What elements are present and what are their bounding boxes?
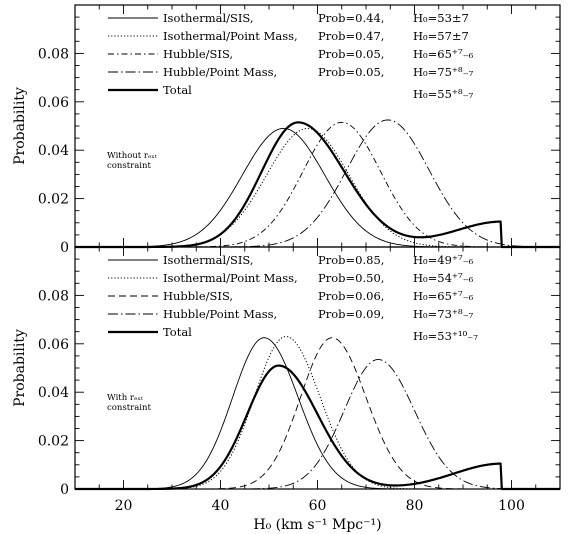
panel-annotation: With rₑₓₜ: [107, 393, 144, 403]
x-axis-label: H₀ (km s⁻¹ Mpc⁻¹): [253, 517, 381, 533]
y-tick-label: 0.08: [38, 288, 69, 304]
legend-h0: H₀=65⁺⁷₋₆: [413, 289, 474, 303]
y-tick-label: 0: [60, 240, 69, 256]
legend-label: Hubble/SIS,: [163, 289, 233, 303]
legend-h0: H₀=73⁺⁸₋₇: [413, 307, 474, 321]
legend-h0: H₀=49⁺⁷₋₆: [413, 253, 474, 267]
x-tick-label: 20: [115, 498, 133, 514]
y-tick-label: 0: [60, 482, 69, 498]
x-tick-label: 40: [212, 498, 230, 514]
y-tick-label: 0.06: [38, 95, 69, 111]
legend-label: Isothermal/Point Mass,: [163, 29, 298, 43]
x-tick-label: 100: [498, 498, 525, 514]
series-line: [75, 127, 560, 248]
legend-label: Isothermal/SIS,: [163, 253, 254, 267]
y-tick-label: 0.02: [38, 434, 69, 450]
panel-annotation: Without rₑₓₜ: [107, 151, 158, 161]
legend-label: Isothermal/Point Mass,: [163, 271, 298, 285]
legend-h0: H₀=57±7: [413, 29, 469, 43]
series-line: [75, 121, 560, 249]
y-tick-label: 0.04: [38, 385, 69, 401]
series-line: [75, 127, 560, 248]
legend-label: Hubble/SIS,: [163, 47, 233, 61]
legend-label: Isothermal/SIS,: [163, 11, 254, 25]
legend-prob: Prob=0.47,: [318, 29, 384, 43]
series-line: [75, 121, 560, 248]
legend-h0: H₀=55⁺⁸₋₇: [413, 87, 474, 101]
y-tick-label: 0.04: [38, 143, 69, 159]
top-y-axis-label: Probability: [12, 87, 28, 165]
legend-prob: Prob=0.50,: [318, 271, 384, 285]
series-line: [75, 359, 560, 490]
legend-h0: H₀=54⁺⁷₋₆: [413, 271, 474, 285]
legend-prob: Prob=0.05,: [318, 65, 384, 79]
legend-h0: H₀=53⁺¹⁰₋₇: [413, 329, 478, 343]
legend-prob: Prob=0.06,: [318, 289, 384, 303]
x-tick-label: 80: [406, 498, 424, 514]
legend-prob: Prob=0.09,: [318, 307, 384, 321]
y-tick-label: 0.08: [38, 46, 69, 62]
bottom-panel: 0 0.02 0.04 0.06 0.08 Isothermal/SIS, Prob=0.8…: [38, 246, 561, 514]
legend-prob: Prob=0.44,: [318, 11, 384, 25]
legend-prob: Prob=0.85,: [318, 253, 384, 267]
legend-label: Total: [163, 325, 192, 339]
y-tick-label: 0.06: [38, 337, 69, 353]
legend-label: Hubble/Point Mass,: [163, 65, 277, 79]
legend-h0: H₀=75⁺⁸₋₇: [413, 65, 474, 79]
x-tick-label: 60: [309, 498, 327, 514]
y-tick-label: 0.02: [38, 192, 69, 208]
bottom-y-axis-label: Probability: [12, 329, 28, 407]
top-panel: 0 0.02 0.04 0.06 0.08 Isothermal/SIS, Prob=0.4…: [38, 4, 561, 256]
legend-h0: H₀=53±7: [413, 11, 469, 25]
series-line: [75, 119, 560, 248]
legend-label: Total: [163, 83, 192, 97]
panel-annotation: constraint: [107, 161, 151, 171]
legend-h0: H₀=65⁺⁷₋₆: [413, 47, 474, 61]
series-line: [75, 364, 560, 491]
legend-label: Hubble/Point Mass,: [163, 307, 277, 321]
legend-prob: Prob=0.05,: [318, 47, 384, 61]
panel-annotation: constraint: [107, 403, 151, 413]
